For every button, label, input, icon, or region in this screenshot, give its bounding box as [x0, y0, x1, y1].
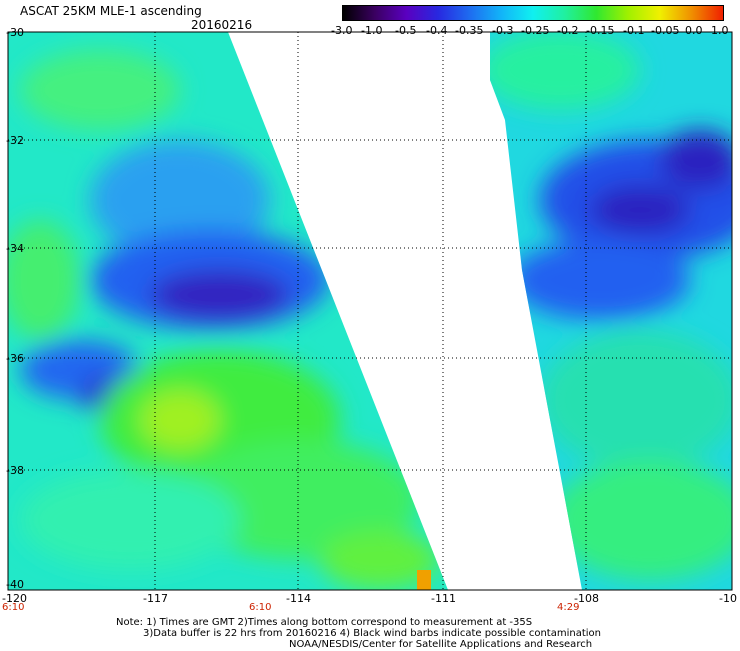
colorbar-label: -0.25 — [521, 24, 550, 37]
colorbar-label: -0.5 — [395, 24, 417, 37]
lat-label: -32 — [6, 134, 24, 147]
note-line-1: Note: 1) Times are GMT 2)Times along bot… — [116, 617, 533, 628]
lat-label: -30 — [6, 26, 24, 39]
colorbar-label: -0.35 — [455, 24, 484, 37]
colorbar-label: -1.0 — [361, 24, 383, 37]
lat-label: -40 — [6, 578, 24, 591]
colorbar-label: 1.0 — [711, 24, 729, 37]
lon-label: -108 — [574, 592, 599, 605]
map-title: ASCAT 25KM MLE-1 ascending — [20, 4, 202, 18]
lon-label: -10 — [719, 592, 737, 605]
colorbar-label: -0.1 — [623, 24, 645, 37]
note-line-2: 3)Data buffer is 22 hrs from 20160216 4)… — [143, 628, 601, 639]
note-line-3: NOAA/NESDIS/Center for Satellite Applica… — [289, 639, 593, 650]
swath-time: 6:10 — [2, 602, 25, 613]
swath-time: 6:10 — [249, 602, 272, 613]
lat-label: -34 — [6, 242, 24, 255]
colorbar — [342, 5, 724, 21]
lon-label: -111 — [431, 592, 456, 605]
lat-label: -36 — [6, 352, 24, 365]
colorbar-label: 0.0 — [685, 24, 703, 37]
lon-label: -120 — [2, 592, 27, 605]
colorbar-label: -0.4 — [426, 24, 448, 37]
colorbar-label: -3.0 — [331, 24, 353, 37]
lon-label: -117 — [143, 592, 168, 605]
map-date: 20160216 — [191, 18, 253, 32]
map-plot — [7, 31, 733, 591]
colorbar-label: -0.05 — [651, 24, 680, 37]
colorbar-label: -0.15 — [586, 24, 615, 37]
colorbar-label: -0.2 — [557, 24, 579, 37]
right-swath — [490, 32, 732, 590]
swath-time: 4:29 — [557, 602, 580, 613]
map-frame — [7, 31, 733, 591]
lat-label: -38 — [6, 464, 24, 477]
lon-label: -114 — [286, 592, 311, 605]
map-grid — [8, 32, 732, 590]
left-swath — [8, 32, 448, 590]
colorbar-label: -0.3 — [492, 24, 514, 37]
